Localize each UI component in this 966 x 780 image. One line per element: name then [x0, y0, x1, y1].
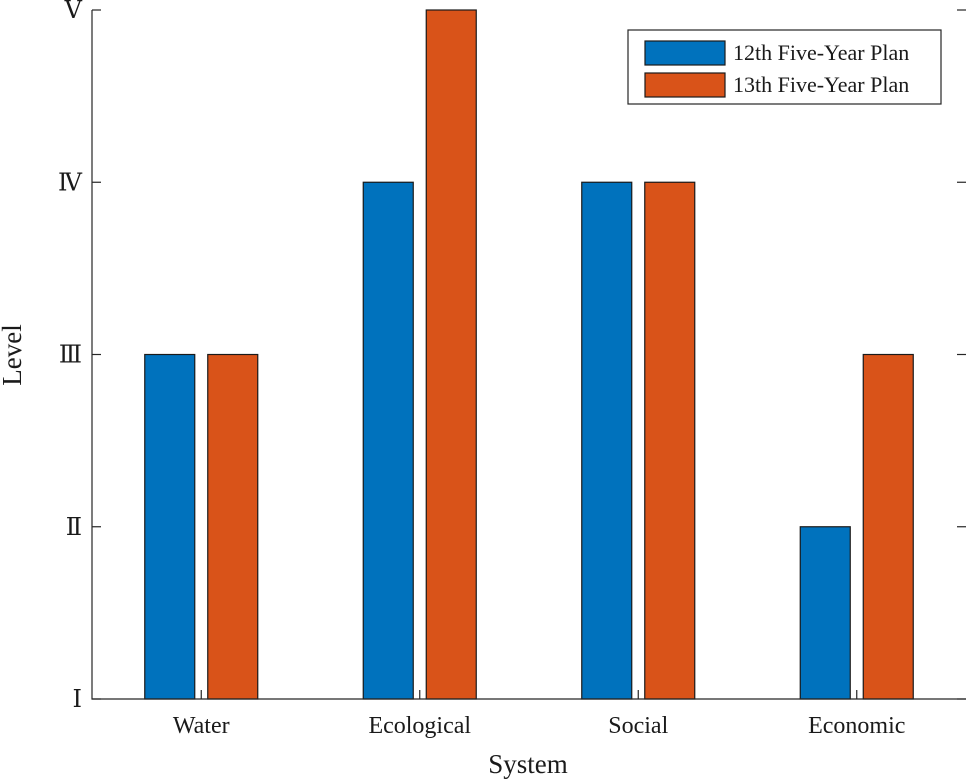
legend-label-series-2: 13th Five-Year Plan	[733, 72, 909, 97]
x-tick-label-social: Social	[608, 713, 668, 739]
bar-economic-series-1	[799, 526, 851, 700]
y-tick-label: Ⅲ	[59, 343, 82, 369]
axes-layer: Ⅰ Ⅱ Ⅲ Ⅳ Ⅴ Water Ecological Social Economic	[58, 0, 966, 739]
bar-social-series-1	[581, 181, 633, 700]
y-axis-label: Level	[0, 324, 27, 385]
labels-layer: System Level	[0, 324, 568, 779]
bar-economic-series-2	[862, 353, 914, 700]
x-tick-label-water: Water	[173, 713, 230, 739]
bar-water-series-1	[144, 353, 196, 700]
x-axis-label: System	[488, 749, 568, 779]
y-tick-label: Ⅱ	[66, 515, 82, 541]
bar-social-series-2	[644, 181, 696, 700]
legend-label-series-1: 12th Five-Year Plan	[733, 40, 909, 65]
bar-ecological-series-1	[362, 181, 414, 700]
x-tick-label-ecological: Ecological	[368, 713, 471, 739]
y-tick-label: Ⅰ	[73, 687, 82, 713]
y-tick-label: Ⅴ	[64, 0, 83, 24]
y-tick-label: Ⅳ	[58, 170, 83, 196]
bar-ecological-series-2	[425, 9, 477, 700]
bar-water-series-2	[207, 353, 259, 700]
legend: 12th Five-Year Plan 13th Five-Year Plan	[627, 29, 942, 105]
legend-swatch-series-2	[644, 72, 726, 98]
bars-layer	[144, 9, 914, 700]
legend-swatch-series-1	[644, 40, 726, 66]
x-tick-label-economic: Economic	[808, 713, 905, 739]
